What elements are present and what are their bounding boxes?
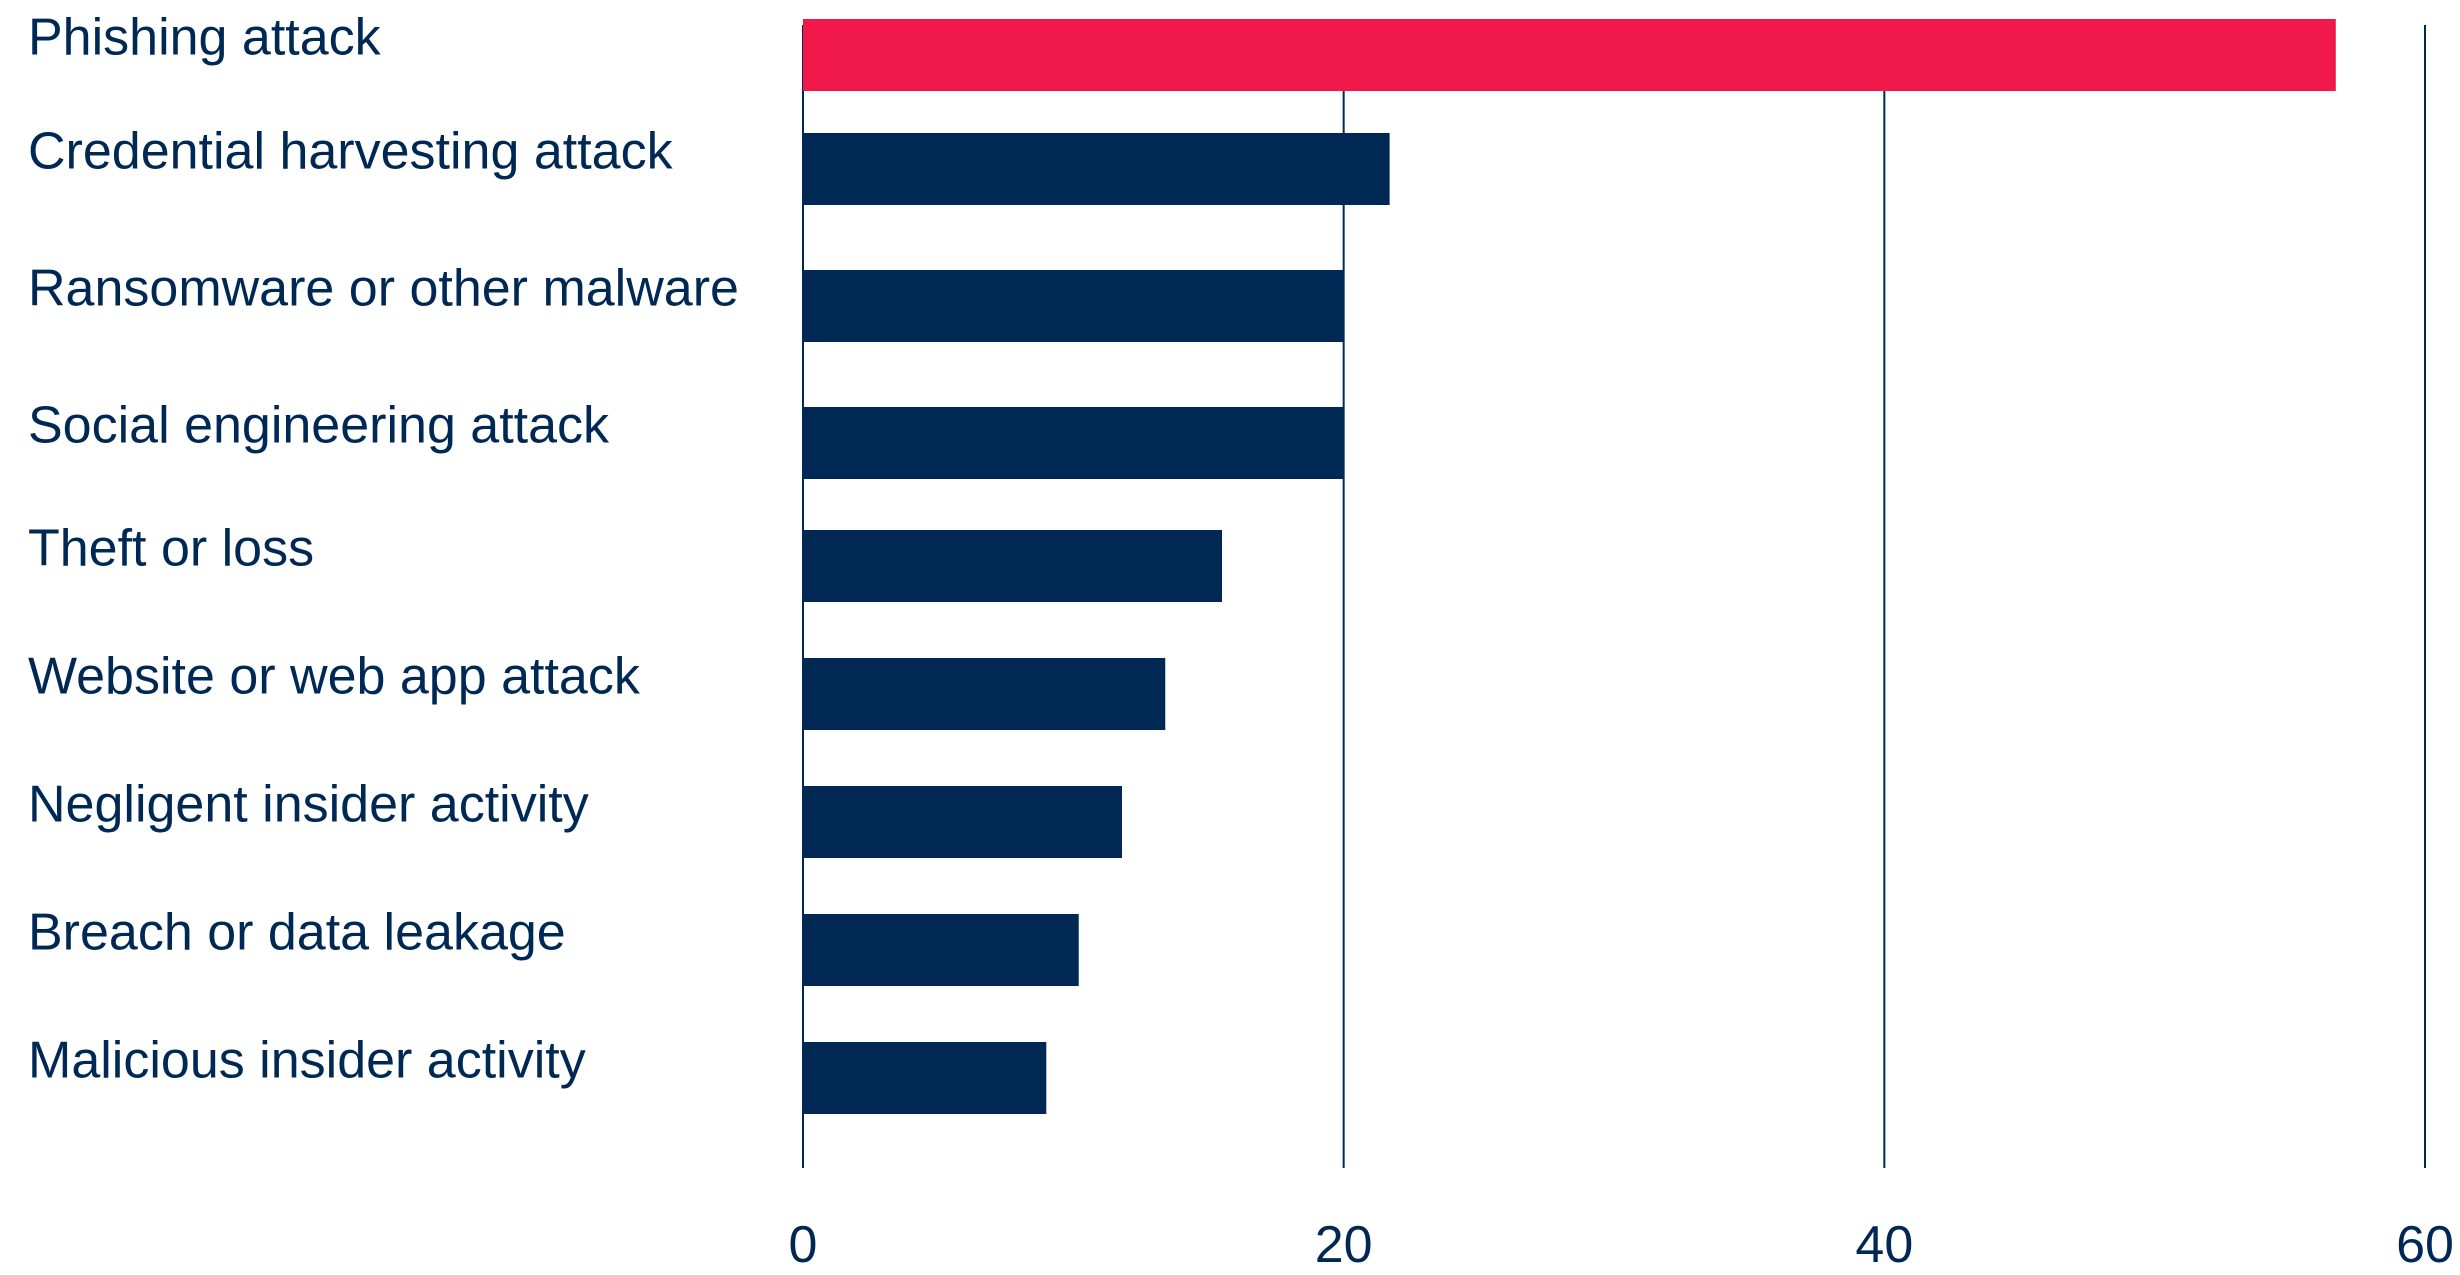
bar <box>803 658 1166 730</box>
x-tick-label: 20 <box>1315 1216 1373 1270</box>
category-label: Breach or data leakage <box>28 904 566 962</box>
category-label: Social engineering attack <box>28 397 610 455</box>
bar <box>803 1042 1047 1114</box>
x-tick-label: 60 <box>2396 1216 2454 1270</box>
bar <box>803 270 1344 342</box>
category-label: Theft or loss <box>28 520 314 578</box>
category-label: Credential harvesting attack <box>28 123 674 181</box>
category-label: Ransomware or other malware <box>28 260 739 318</box>
category-label: Negligent insider activity <box>28 776 589 834</box>
bar <box>803 133 1390 205</box>
bar <box>803 19 2336 91</box>
bars <box>803 19 2336 1114</box>
bar <box>803 407 1344 479</box>
x-tick-label: 0 <box>789 1216 818 1270</box>
bar <box>803 786 1122 858</box>
bar <box>803 914 1079 986</box>
bar <box>803 530 1223 602</box>
category-label: Malicious insider activity <box>28 1032 586 1090</box>
category-labels: Phishing attack Credential harvesting att… <box>28 9 739 1090</box>
category-label: Phishing attack <box>28 9 382 67</box>
x-tick-labels: 0 20 40 60 <box>789 1216 2454 1274</box>
x-tick-label: 40 <box>1855 1216 1913 1270</box>
category-label: Website or web app attack <box>28 648 641 706</box>
